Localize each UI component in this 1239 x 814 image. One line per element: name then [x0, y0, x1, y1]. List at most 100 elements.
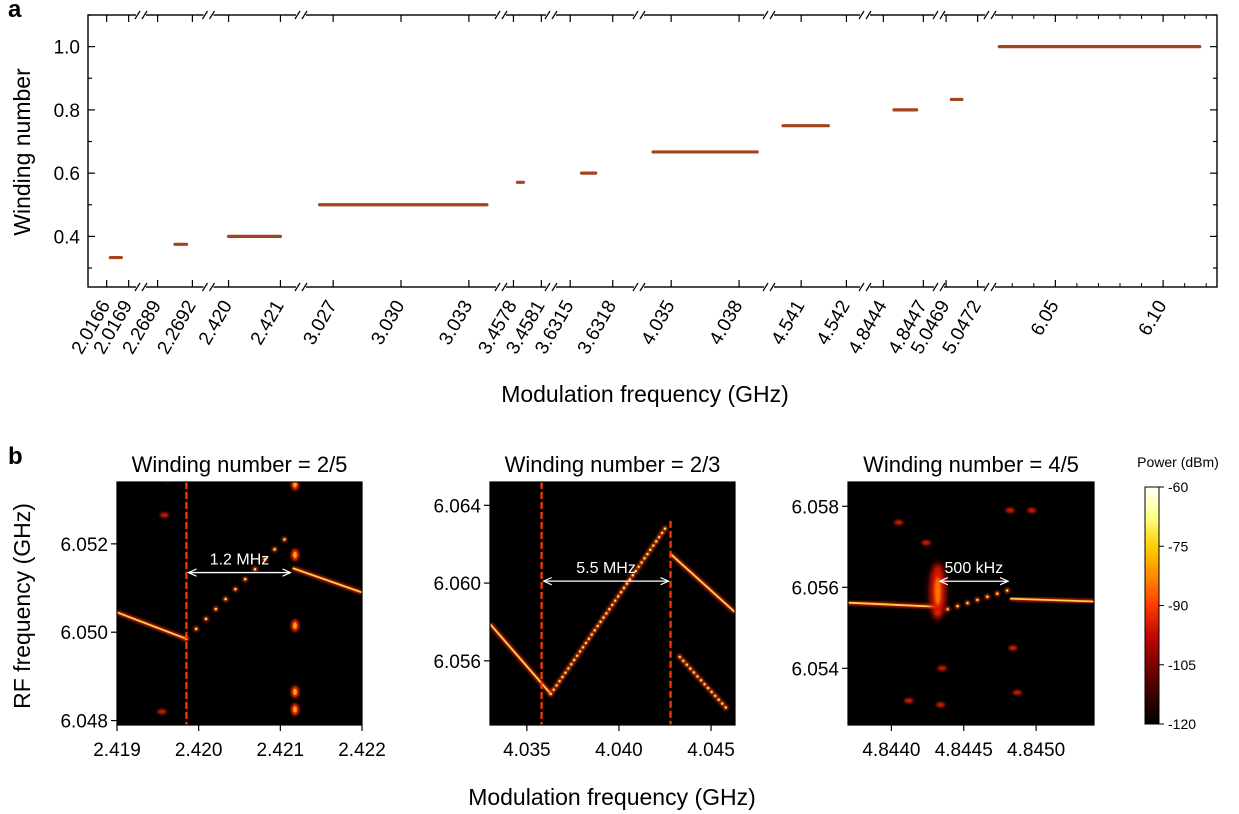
- spectral-dot: [273, 548, 276, 551]
- spectral-dot: [966, 601, 969, 605]
- spectral-spot-core: [293, 622, 297, 629]
- plot-a-y-tick-label: 0.8: [54, 101, 80, 122]
- colorbar-gradient: [1144, 486, 1160, 725]
- plot-a-y-tick-label: 0.6: [54, 164, 80, 185]
- spectral-dot: [643, 557, 646, 560]
- spectral-dot: [549, 692, 552, 696]
- axis-break-mark: [141, 282, 148, 292]
- axis-break-mark: [208, 10, 216, 20]
- spectral-line: [117, 611, 187, 640]
- axis-break-gap: [985, 11, 995, 19]
- heatmap-x-tick-label: 4.8445: [935, 740, 993, 761]
- spectral-dot: [616, 595, 620, 598]
- spectral-dot: [724, 706, 727, 709]
- spectral-dot: [652, 544, 655, 547]
- spectral-dot: [696, 675, 699, 678]
- spectral-dot: [575, 654, 579, 657]
- plot-a-x-tick-label: 4.038: [705, 297, 747, 349]
- spectral-dot: [628, 578, 632, 581]
- plot-a-x-tick-label: 3.6318: [574, 297, 621, 358]
- spectral-dot: [581, 646, 585, 649]
- heatmap-y-tick-label: 6.050: [60, 623, 108, 644]
- axis-break-mark: [865, 10, 872, 20]
- heatmap-frame: [116, 481, 363, 726]
- axis-break-mark: [932, 10, 939, 20]
- spectral-dot: [699, 679, 703, 682]
- plot-b-x-axis-title: Modulation frequency (GHz): [468, 784, 756, 810]
- axis-break-mark: [294, 282, 301, 292]
- spectral-dot: [555, 684, 558, 687]
- panel-a-letter: a: [8, 0, 22, 23]
- heatmap-x-tick-label: 4.035: [503, 740, 551, 761]
- plot-a-axis-breaks: [134, 10, 997, 292]
- spectral-dot: [956, 604, 959, 608]
- axis-break-gap: [496, 11, 506, 19]
- spacing-annotation: 500 kHz: [945, 560, 1004, 577]
- power-colorbar: Power (dBm) -60 -75 -90 -105 -120: [1137, 454, 1219, 732]
- spectral-dot: [663, 527, 667, 530]
- axis-break-mark: [544, 10, 551, 20]
- spectral-dot: [570, 663, 573, 666]
- heatmap-title: Winding number = 2/5: [132, 452, 348, 477]
- axis-break-mark: [632, 282, 639, 292]
- spectral-dot: [283, 538, 286, 541]
- spectral-dot: [634, 569, 637, 573]
- spectral-spot: [904, 698, 914, 704]
- axis-break-gap: [860, 11, 870, 19]
- axis-break-mark: [639, 10, 646, 20]
- axis-break-gap: [985, 283, 995, 291]
- spectral-line: [848, 601, 938, 608]
- spectral-spot: [159, 512, 169, 518]
- colorbar-tick-label: -60: [1168, 479, 1188, 495]
- axis-break-gap: [136, 283, 146, 291]
- spectral-dot: [996, 592, 999, 595]
- colorbar-ticks: -60 -75 -90 -105 -120: [1159, 479, 1196, 732]
- spectral-dot: [584, 641, 588, 645]
- axis-break-gap: [634, 283, 644, 291]
- axis-break-gap: [634, 11, 644, 19]
- spectral-dot: [619, 591, 623, 594]
- spectral-dot: [587, 637, 591, 641]
- axis-break-mark: [208, 282, 216, 292]
- spectral-dot: [649, 548, 652, 552]
- spectral-dot: [717, 698, 720, 701]
- spectral-dot: [214, 607, 218, 611]
- axis-break-mark: [762, 10, 769, 20]
- spectral-dot: [578, 650, 582, 653]
- spectral-dot: [625, 582, 629, 585]
- heatmap-y-tick-label: 6.052: [60, 535, 108, 556]
- colorbar-tick-label: -120: [1168, 716, 1196, 732]
- heatmap-y-tick-label: 6.064: [433, 496, 481, 517]
- spectral-dot: [703, 682, 706, 686]
- plot-a-y-tick-label: 1.0: [54, 38, 80, 59]
- axis-break-mark: [544, 282, 551, 292]
- spectral-dot: [660, 531, 664, 535]
- spectral-dot: [614, 599, 617, 602]
- spectral-dot: [611, 603, 614, 607]
- spectral-dot: [567, 667, 570, 670]
- axis-break-gap: [496, 283, 506, 291]
- axis-break-gap: [860, 283, 870, 291]
- axis-break-mark: [501, 10, 508, 20]
- heatmap-frame: [489, 481, 736, 726]
- axis-break-gap: [136, 11, 146, 19]
- heatmap-y-tick-label: 6.054: [791, 659, 839, 680]
- spectral-dot: [657, 535, 661, 539]
- plot-a-x-tick-label: 2.420: [195, 297, 237, 349]
- heatmap-x-tick-label: 4.8450: [1007, 740, 1065, 761]
- heatmap-winding-2-3: Winding number = 2/3 5.5 MHz 4.035 4.040 4.0…: [433, 452, 736, 761]
- plot-a-x-tick-label: 3.030: [367, 297, 409, 349]
- axis-break-mark: [858, 282, 865, 292]
- spectral-dot: [602, 616, 605, 619]
- axis-break-mark: [301, 10, 308, 20]
- colorbar-tick-label: -105: [1168, 657, 1196, 673]
- axis-break-mark: [294, 10, 301, 20]
- spectral-dot: [637, 565, 640, 568]
- spectral-dot: [599, 620, 602, 624]
- axis-break-mark: [639, 282, 646, 292]
- spectral-dot: [682, 659, 685, 663]
- axis-break-mark: [983, 282, 990, 292]
- spectral-dot: [646, 552, 649, 556]
- heatmap-x-tick-label: 2.421: [257, 740, 305, 761]
